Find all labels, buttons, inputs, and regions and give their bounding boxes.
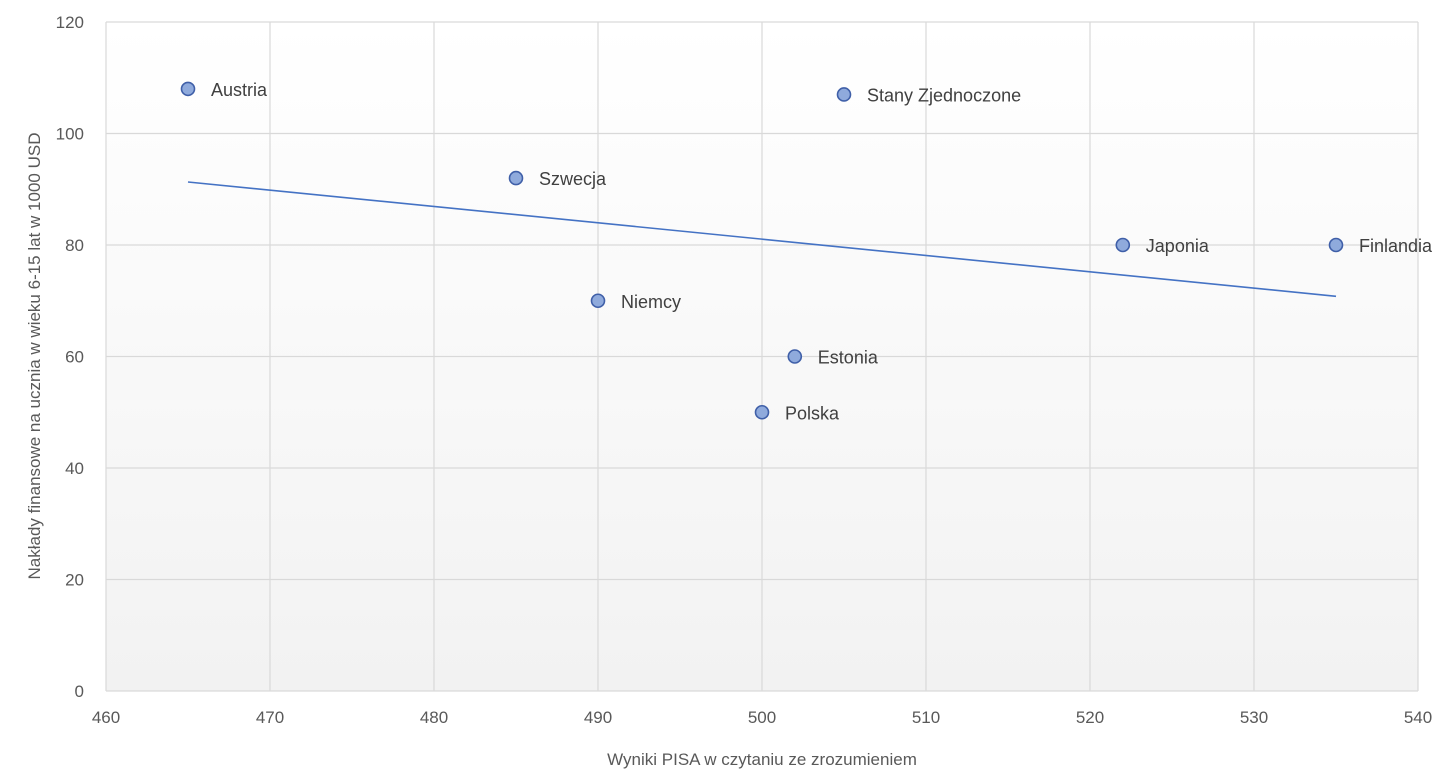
- y-tick-label: 60: [65, 348, 84, 367]
- data-point: [754, 404, 770, 420]
- trendline-layer: [187, 181, 1337, 298]
- x-axis-title: Wyniki PISA w czytaniu ze zrozumieniem: [607, 750, 917, 769]
- y-tick-label: 20: [65, 571, 84, 590]
- x-tick-label: 470: [256, 708, 284, 727]
- data-point: [787, 349, 803, 364]
- data-point: [1115, 237, 1131, 253]
- x-tick-label: 480: [420, 708, 448, 727]
- data-label: Japonia: [1146, 236, 1210, 256]
- data-label: Niemcy: [621, 292, 681, 312]
- x-tick-label: 520: [1076, 708, 1104, 727]
- tick-labels: 460 470 480 490 500 510 520 530 540 0 20 40 60 80 100 1…: [56, 13, 1433, 727]
- x-tick-label: 530: [1240, 708, 1268, 727]
- x-tick-label: 490: [584, 708, 612, 727]
- x-tick-label: 540: [1404, 708, 1432, 727]
- data-label: Estonia: [818, 348, 879, 368]
- y-tick-label: 120: [56, 13, 84, 32]
- data-label: Szwecja: [539, 169, 607, 189]
- y-tick-label: 100: [56, 125, 84, 144]
- x-tick-label: 460: [92, 708, 120, 727]
- data-point: [508, 170, 524, 186]
- y-tick-label: 80: [65, 236, 84, 255]
- data-point: [590, 293, 606, 309]
- data-point: [1328, 237, 1344, 253]
- data-label: Stany Zjednoczone: [867, 85, 1021, 105]
- data-label: Finlandia: [1359, 236, 1433, 256]
- data-point: [836, 87, 852, 102]
- data-label: Austria: [211, 80, 268, 100]
- x-tick-label: 510: [912, 708, 940, 727]
- data-points: Austria Stany Zjednoczone Szwecja Japonia Fi…: [180, 80, 1433, 423]
- data-point: [180, 81, 196, 97]
- y-tick-label: 40: [65, 459, 84, 478]
- data-label: Polska: [785, 403, 840, 423]
- y-tick-label: 0: [75, 682, 84, 701]
- y-axis-title: Nakłady finansowe na ucznia w wieku 6-15…: [25, 133, 44, 580]
- grid-lines: [105, 21, 1419, 692]
- x-tick-label: 500: [748, 708, 776, 727]
- trendline: [187, 181, 1337, 298]
